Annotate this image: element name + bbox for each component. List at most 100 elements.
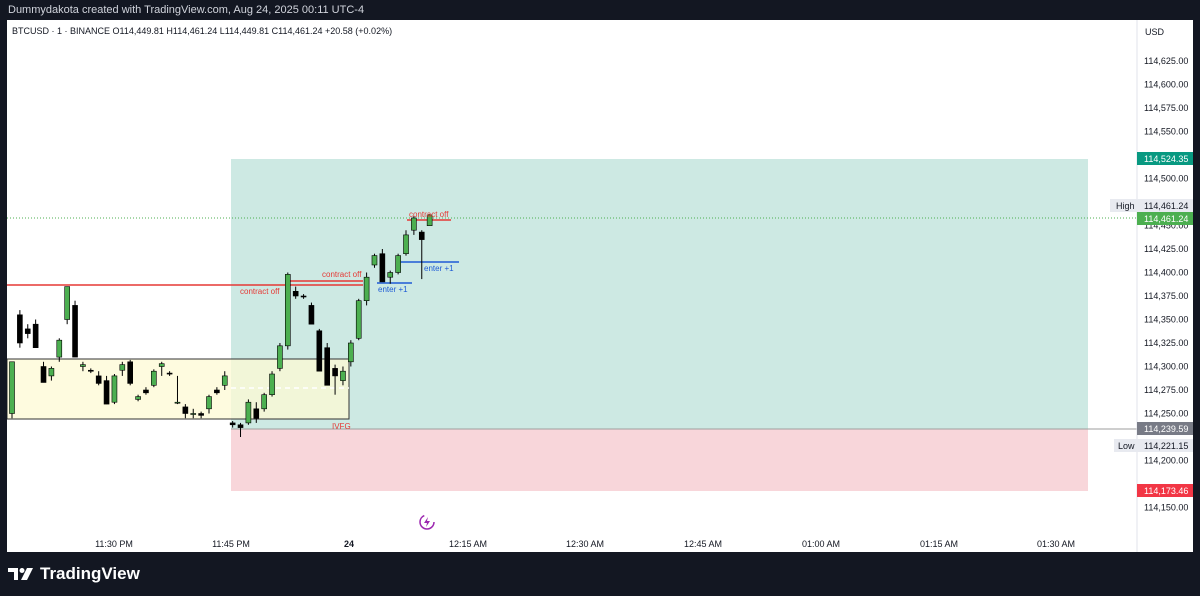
candle-body-10 <box>88 369 94 372</box>
time-tick-2: 24 <box>344 539 354 549</box>
take-profit-zone[interactable] <box>231 159 1088 429</box>
symbol-legend: BTCUSD · 1 · BINANCE O114,449.81 H114,46… <box>12 26 393 36</box>
candle-36 <box>292 286 299 299</box>
candle-body-43 <box>348 342 354 363</box>
price-tick-13: 114,250.00 <box>1144 409 1188 419</box>
candle-25 <box>206 394 212 414</box>
chart-header: Dummydakota created with TradingView.com… <box>0 0 1200 20</box>
candle-31 <box>253 402 260 423</box>
entry-price-label: 114,239.59 <box>1137 422 1193 435</box>
candle-body-2 <box>24 328 31 334</box>
candle-body-4 <box>40 366 47 383</box>
candle-19 <box>158 361 165 376</box>
price-tick-4: 114,500.00 <box>1144 174 1188 184</box>
candle-body-37 <box>300 295 307 298</box>
candle-body-51 <box>411 217 417 231</box>
candle-43 <box>348 340 354 367</box>
footer: TradingView <box>0 552 1200 596</box>
replay-lightning-icon[interactable] <box>419 514 435 530</box>
candle-0 <box>9 361 15 419</box>
candle-body-5 <box>48 368 55 377</box>
candle-body-45 <box>363 276 370 302</box>
time-tick-3: 12:15 AM <box>449 539 487 549</box>
candle-body-53 <box>426 214 433 226</box>
candle-body-39 <box>316 330 323 372</box>
candle-body-46 <box>371 255 378 266</box>
time-tick-0: 11:30 PM <box>95 539 133 549</box>
candle-body-29 <box>237 424 244 428</box>
price-tick-0: 114,625.00 <box>1144 56 1188 66</box>
candle-body-27 <box>221 375 228 386</box>
high-label-text: High <box>1116 201 1135 211</box>
candle-body-3 <box>32 323 39 349</box>
candle-body-35 <box>284 274 291 347</box>
price-tick-15: 114,150.00 <box>1144 503 1188 513</box>
candle-body-41 <box>332 368 338 377</box>
candle-6 <box>56 338 63 362</box>
candle-body-31 <box>253 408 260 419</box>
candle-body-36 <box>292 290 299 297</box>
candle-body-9 <box>80 364 86 367</box>
candle-42 <box>340 366 346 386</box>
candle-body-33 <box>269 373 275 395</box>
candle-body-13 <box>111 375 118 403</box>
candle-29 <box>237 422 244 437</box>
tradingview-logo-icon <box>8 568 33 580</box>
candle-34 <box>277 343 283 372</box>
candle-body-44 <box>355 300 362 339</box>
enter-label-2: enter +1 <box>424 264 454 273</box>
chart-area[interactable]: contract off contract off contract off e… <box>7 20 1193 552</box>
candle-24 <box>198 411 204 419</box>
candle-18 <box>151 369 157 388</box>
candle-3 <box>32 319 39 349</box>
candle-39 <box>316 328 323 372</box>
contract-off-label-2: contract off <box>322 270 362 279</box>
stop-loss-zone[interactable] <box>231 429 1088 491</box>
candle-21 <box>174 375 181 405</box>
candle-body-48 <box>387 272 394 278</box>
price-axis[interactable] <box>1137 20 1193 552</box>
candle-body-40 <box>324 347 331 386</box>
candle-52 <box>418 230 425 280</box>
candle-body-0 <box>9 361 15 414</box>
candle-body-34 <box>277 345 283 369</box>
price-tick-1: 114,600.00 <box>1144 80 1188 90</box>
candle-body-32 <box>261 394 267 410</box>
candle-body-30 <box>245 401 252 424</box>
tradingview-logo: TradingView <box>8 564 140 584</box>
price-tick-7: 114,400.00 <box>1144 268 1188 278</box>
candle-4 <box>40 361 47 383</box>
time-tick-4: 12:30 AM <box>566 539 604 549</box>
candle-37 <box>300 294 307 299</box>
candle-16 <box>135 394 141 402</box>
candle-body-24 <box>198 413 204 416</box>
entry-price-text: 114,239.59 <box>1144 424 1188 434</box>
sl-price-text: 114,173.46 <box>1144 486 1188 496</box>
candle-46 <box>371 253 378 268</box>
candle-body-42 <box>340 370 346 381</box>
candle-body-38 <box>308 305 315 325</box>
sl-price-label: 114,173.46 <box>1137 484 1193 497</box>
candle-44 <box>355 298 362 341</box>
time-tick-5: 12:45 AM <box>684 539 722 549</box>
candle-35 <box>284 272 291 350</box>
candle-body-11 <box>95 375 102 384</box>
price-ticks: 114,625.00 114,600.00 114,575.00 114,550.00… <box>1144 56 1188 513</box>
header-text: Dummydakota created with TradingView.com… <box>8 4 365 16</box>
candle-body-26 <box>214 389 220 394</box>
price-tick-2: 114,575.00 <box>1144 103 1188 113</box>
contract-off-label-1: contract off <box>240 287 280 296</box>
price-tick-12: 114,275.00 <box>1144 385 1188 395</box>
time-tick-1: 11:45 PM <box>212 539 250 549</box>
candle-body-14 <box>119 364 126 371</box>
candle-49 <box>395 253 401 275</box>
fvg-zone[interactable] <box>7 358 350 420</box>
candle-body-49 <box>395 255 401 273</box>
candle-14 <box>119 361 126 376</box>
high-label: High 114,461.24 <box>1110 199 1193 212</box>
tp-price-text: 114,524.35 <box>1144 154 1188 164</box>
chart-svg[interactable]: contract off contract off contract off e… <box>7 20 1193 552</box>
candle-body-17 <box>143 389 149 394</box>
candle-body-47 <box>379 253 386 283</box>
candle-body-25 <box>206 396 212 410</box>
